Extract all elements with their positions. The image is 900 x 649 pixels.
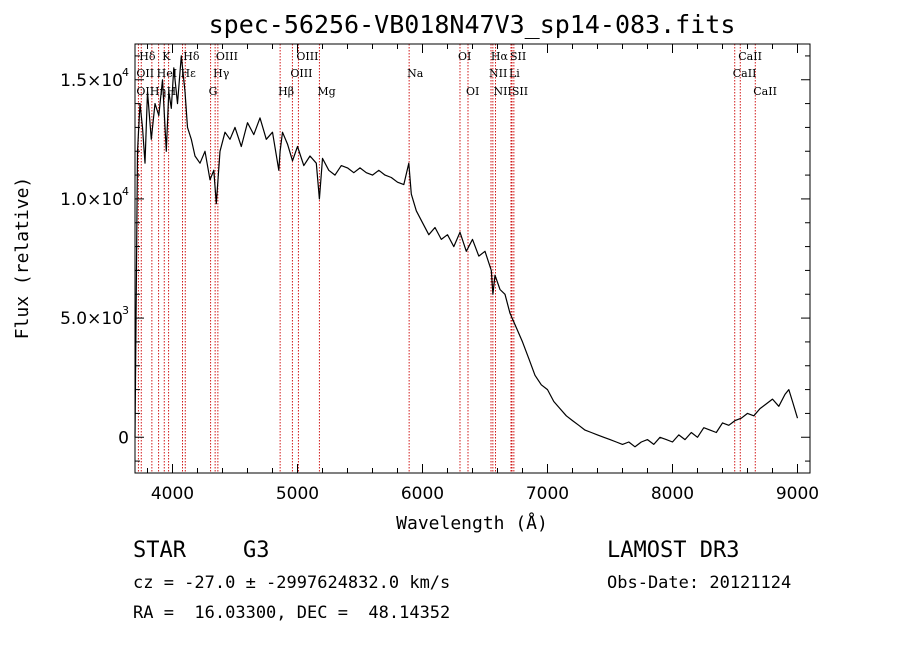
line-marker-label: SII	[512, 85, 528, 98]
line-marker-label: OI	[466, 85, 479, 98]
line-marker-label: OIII	[216, 50, 238, 63]
line-marker-label: OII	[136, 85, 154, 98]
line-marker-label: Hα	[491, 50, 509, 63]
line-marker-label: Hδ	[183, 50, 200, 63]
y-tick-exponent: 4	[122, 185, 129, 198]
y-tick-label: 0	[118, 428, 129, 448]
line-marker-label: Mg	[317, 85, 335, 98]
x-axis-ticks: 4000 5000 6000 7000 8000 9000	[147, 44, 819, 504]
survey-name: LAMOST DR3	[607, 538, 740, 563]
plot-frame	[134, 43, 811, 474]
line-marker-label: SII	[510, 50, 526, 63]
y-tick-label: 5.0×10	[60, 309, 123, 329]
line-marker-label: CaII	[753, 85, 777, 98]
line-marker-label: HeI	[157, 67, 177, 80]
line-marker-label: Hβ	[278, 85, 294, 98]
obs-date: Obs-Date: 20121124	[607, 573, 792, 593]
x-tick-label: 8000	[651, 484, 694, 504]
y-tick-label: 1.5×10	[60, 71, 123, 91]
line-marker-label: Li	[509, 67, 520, 80]
x-tick-label: 9000	[776, 484, 819, 504]
chart-title: spec-56256-VB018N47V3_sp14-083.fits	[209, 10, 736, 39]
line-marker-label: Hδ	[139, 50, 156, 63]
line-marker-label: NII	[494, 85, 512, 98]
x-tick-label: 4000	[151, 484, 194, 504]
y-tick-label: 1.0×10	[60, 190, 123, 210]
object-class: STAR	[133, 538, 186, 563]
line-marker-label: G	[209, 85, 218, 98]
line-marker-label: OII	[136, 67, 154, 80]
ra-dec-line: RA = 16.03300, DEC = 48.14352	[133, 603, 451, 623]
line-marker-label: OIII	[290, 67, 312, 80]
line-marker-label: K	[162, 50, 171, 63]
y-tick-exponent: 4	[122, 66, 129, 79]
spectral-line-markers	[137, 44, 756, 473]
x-tick-label: 5000	[276, 484, 319, 504]
line-marker-label: OIII	[296, 50, 318, 63]
y-axis-ticks: 05.0×10 31.0×10 41.5×10 4	[60, 55, 810, 462]
line-marker-label: CaII	[733, 67, 757, 80]
line-marker-label: Na	[407, 67, 424, 80]
x-tick-label: 7000	[526, 484, 569, 504]
line-marker-label: Hε	[181, 67, 197, 80]
line-marker-label: OI	[458, 50, 471, 63]
object-subclass: G3	[243, 538, 270, 563]
spectrum-series-line	[134, 55, 799, 448]
redshift-line: cz = -27.0 ± -2997624832.0 km/s	[133, 573, 451, 593]
line-marker-label: NII	[489, 67, 507, 80]
line-marker-label: Hγ	[213, 67, 230, 80]
x-tick-label: 6000	[401, 484, 444, 504]
line-marker-label: CaII	[738, 50, 762, 63]
line-marker-label: H	[167, 85, 177, 98]
x-axis-label: Wavelength (Å)	[396, 512, 548, 534]
y-tick-exponent: 3	[122, 304, 129, 317]
y-axis-label: Flux (relative)	[12, 177, 33, 340]
